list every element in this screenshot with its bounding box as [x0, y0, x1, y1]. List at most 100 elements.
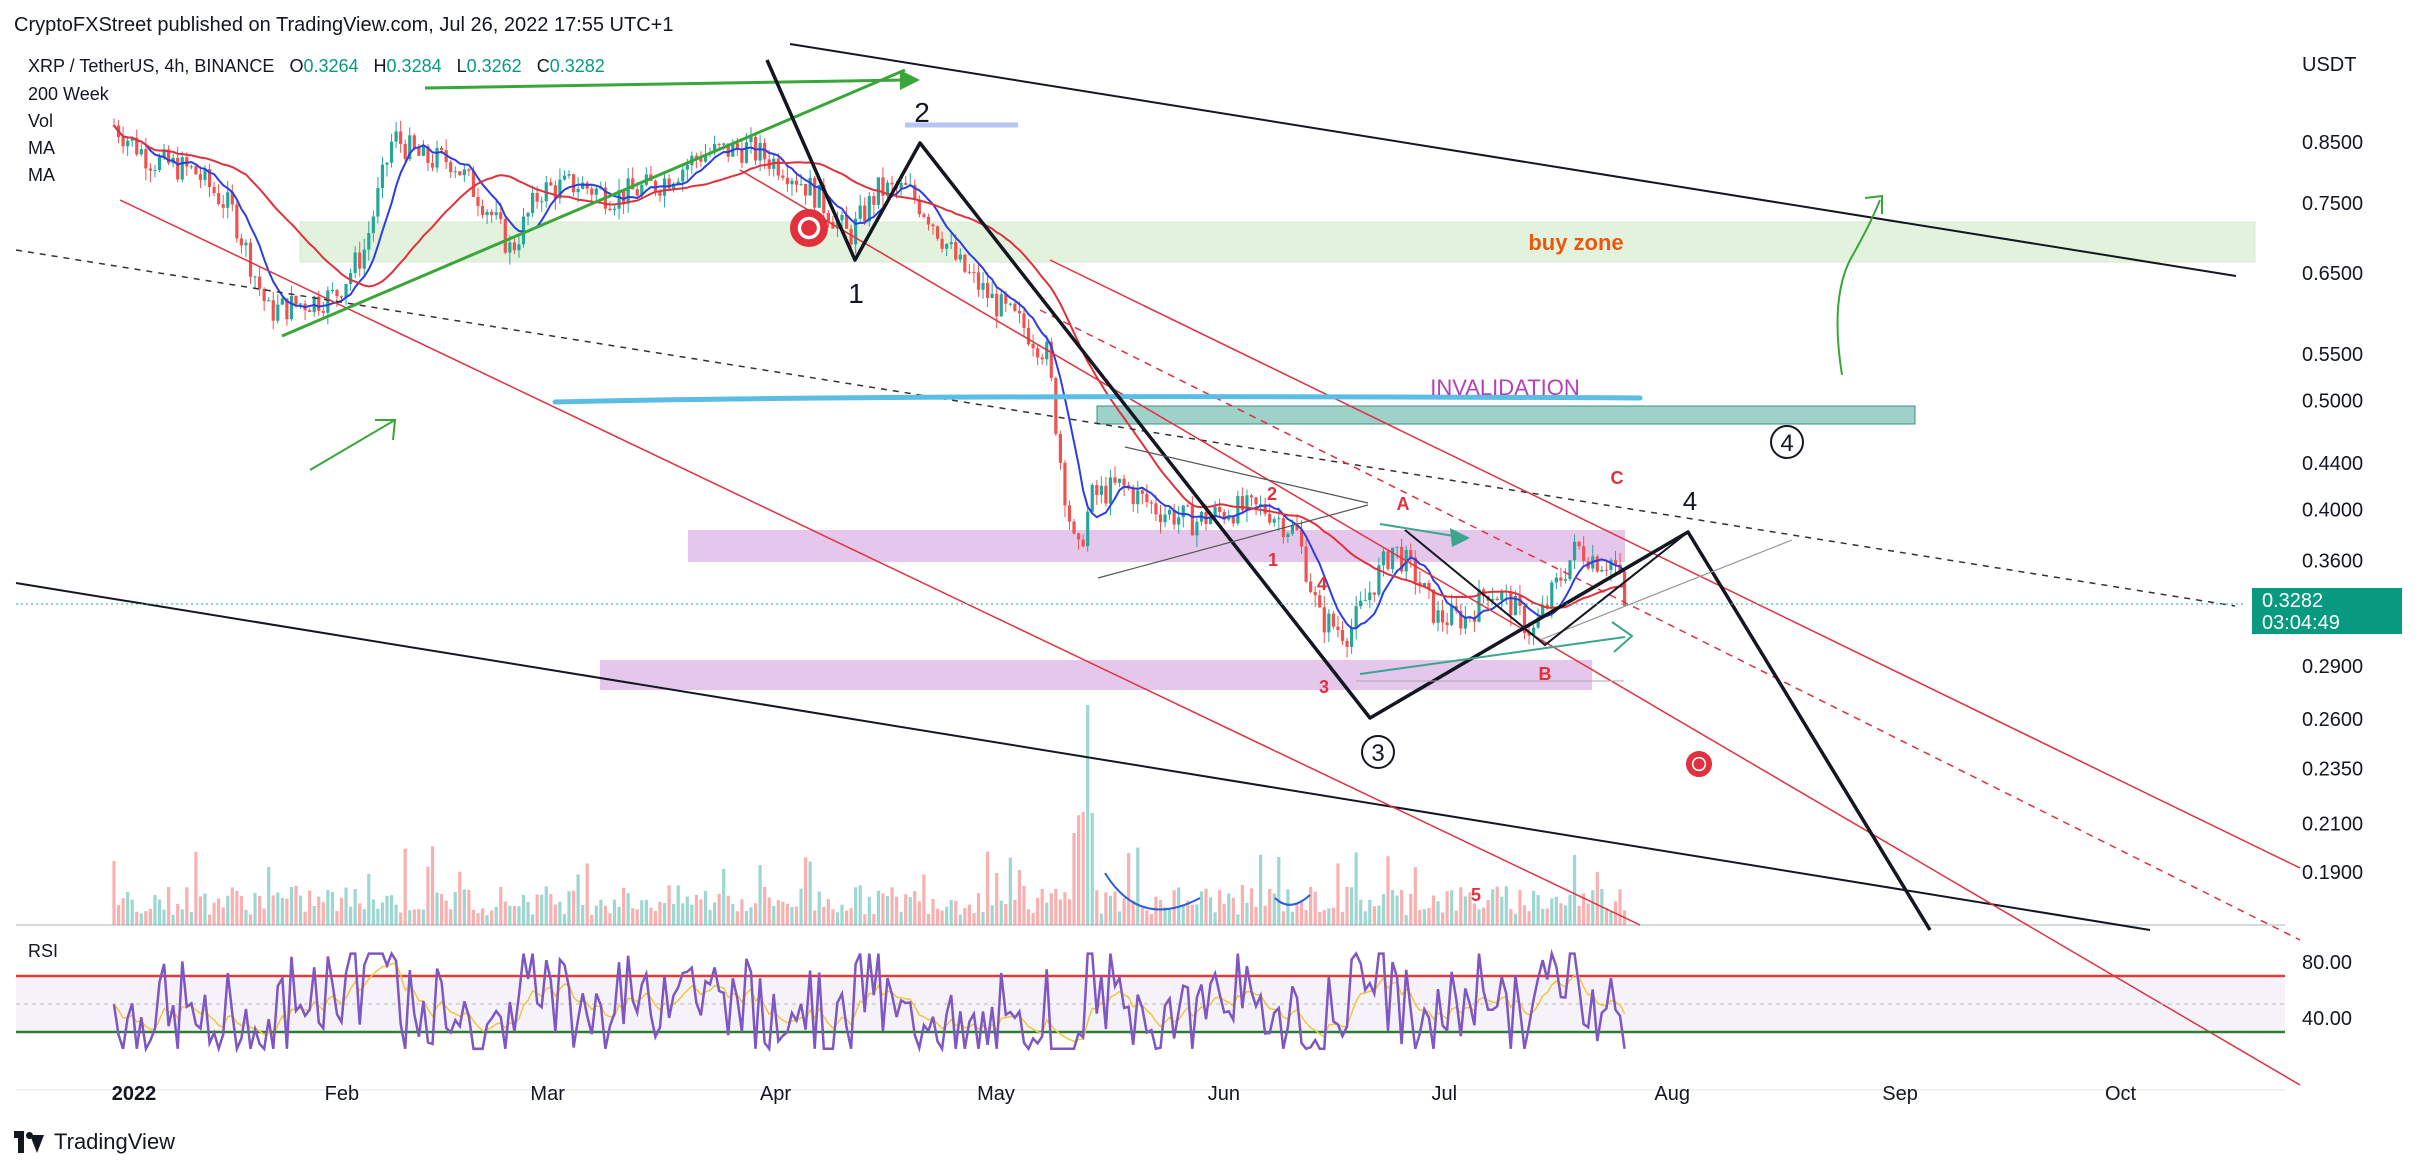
- volume-bar: [1582, 893, 1586, 925]
- volume-bar: [376, 908, 380, 925]
- volume-bar: [808, 861, 812, 925]
- candle-body: [1623, 571, 1627, 606]
- volume-bar: [1363, 911, 1367, 925]
- candle-body: [1268, 513, 1272, 523]
- candle-body: [1263, 504, 1267, 514]
- volume-bar: [399, 912, 403, 925]
- volume-bar: [608, 913, 612, 925]
- candle-body: [376, 188, 380, 217]
- candle-body: [1532, 627, 1536, 636]
- volume-bar: [1472, 903, 1477, 925]
- price-tick-label: 0.4400: [2302, 453, 2363, 475]
- current-price-value: 0.3282: [2262, 590, 2324, 612]
- volume-bar: [976, 893, 981, 925]
- volume-bar: [794, 906, 799, 925]
- volume-bar: [180, 909, 184, 925]
- volume-bar: [1017, 870, 1022, 925]
- candle-body: [453, 171, 457, 173]
- volume-bar: [753, 903, 758, 925]
- candle-body: [1600, 569, 1604, 572]
- legend-open-value: 0.3264: [303, 56, 359, 76]
- candle-body: [1431, 589, 1436, 623]
- dashed-trendline: [15, 249, 2236, 607]
- candle-body: [1145, 493, 1149, 503]
- volume-bar: [1277, 857, 1281, 925]
- candle-body: [326, 290, 330, 313]
- candle-body: [1168, 509, 1172, 515]
- candle-body: [681, 169, 685, 182]
- candle-body: [1609, 560, 1613, 570]
- footer-brand[interactable]: TradingView: [14, 1124, 175, 1160]
- candle-body: [1227, 517, 1231, 520]
- volume-bar: [267, 866, 271, 925]
- candle-body: [967, 271, 971, 273]
- volume-bar: [1195, 904, 1199, 925]
- volume-bar: [1026, 909, 1031, 925]
- volume-bar: [1340, 911, 1345, 925]
- volume-bar: [822, 906, 826, 925]
- volume-bar: [1259, 854, 1263, 925]
- volume-bar: [644, 899, 648, 925]
- volume-bar: [153, 895, 157, 925]
- candle-body: [289, 295, 294, 320]
- volume-bar: [603, 905, 607, 925]
- abc-zigzag: [1404, 529, 1689, 647]
- legend-high-label: H: [373, 56, 387, 76]
- candle-body: [1413, 557, 1417, 583]
- price-tick-label: 0.2900: [2302, 656, 2363, 678]
- volume-bar: [749, 907, 753, 925]
- candle-body: [976, 272, 981, 290]
- volume-bar: [367, 873, 371, 925]
- legend-indicator-ma-1[interactable]: MA: [28, 138, 55, 158]
- volume-bar: [1409, 893, 1413, 925]
- candle-body: [503, 219, 507, 253]
- volume-bar: [1036, 897, 1040, 925]
- candle-body: [699, 158, 703, 162]
- candle-body: [440, 147, 444, 151]
- volume-bar: [485, 914, 489, 925]
- volume-bar: [731, 904, 735, 925]
- candle-body: [813, 177, 817, 208]
- volume-bar: [799, 888, 803, 925]
- red-long-diagonal: [119, 199, 1641, 926]
- volume-bar: [203, 893, 207, 925]
- volume-bar: [1372, 906, 1376, 925]
- volume-bar: [1586, 903, 1590, 925]
- blue-curve-1: [1104, 872, 1201, 911]
- volume-bar: [135, 911, 139, 925]
- legend-indicator-ma-2[interactable]: MA: [28, 165, 55, 185]
- candle-body: [1058, 433, 1062, 463]
- candle-body: [207, 169, 212, 188]
- candle-body: [148, 168, 152, 171]
- volume-bar: [1400, 889, 1404, 925]
- candle-body: [640, 184, 644, 196]
- volume-bar: [1568, 894, 1572, 925]
- legend-indicator-vol[interactable]: Vol: [28, 111, 54, 131]
- volume-bar: [653, 911, 658, 925]
- volume-bar: [854, 887, 858, 925]
- volume-bar: [1395, 895, 1399, 925]
- candle-body: [749, 136, 753, 143]
- volume-bar: [285, 898, 289, 925]
- volume-bar: [226, 895, 230, 925]
- candle-body: [1463, 616, 1467, 629]
- time-tick-label: Mar: [530, 1083, 565, 1105]
- volume-bar: [776, 900, 780, 925]
- elliott-wave-path: [765, 59, 1932, 931]
- candle-body: [1313, 591, 1317, 596]
- legend-indicator-200-week[interactable]: 200 Week: [28, 84, 109, 104]
- volume-bar: [176, 903, 180, 925]
- volume-bar: [490, 910, 494, 925]
- candle-body: [735, 143, 739, 150]
- volume-bar: [1377, 905, 1381, 925]
- candle-body: [999, 294, 1003, 317]
- volume-bar: [1313, 891, 1317, 925]
- volume-bar: [1563, 905, 1568, 925]
- volume-bar: [1513, 913, 1517, 925]
- volume-bar: [635, 909, 639, 925]
- volume-bar: [1090, 812, 1094, 925]
- candle-body: [1036, 348, 1040, 358]
- candle-body: [935, 226, 940, 239]
- volume-bar: [1199, 891, 1204, 925]
